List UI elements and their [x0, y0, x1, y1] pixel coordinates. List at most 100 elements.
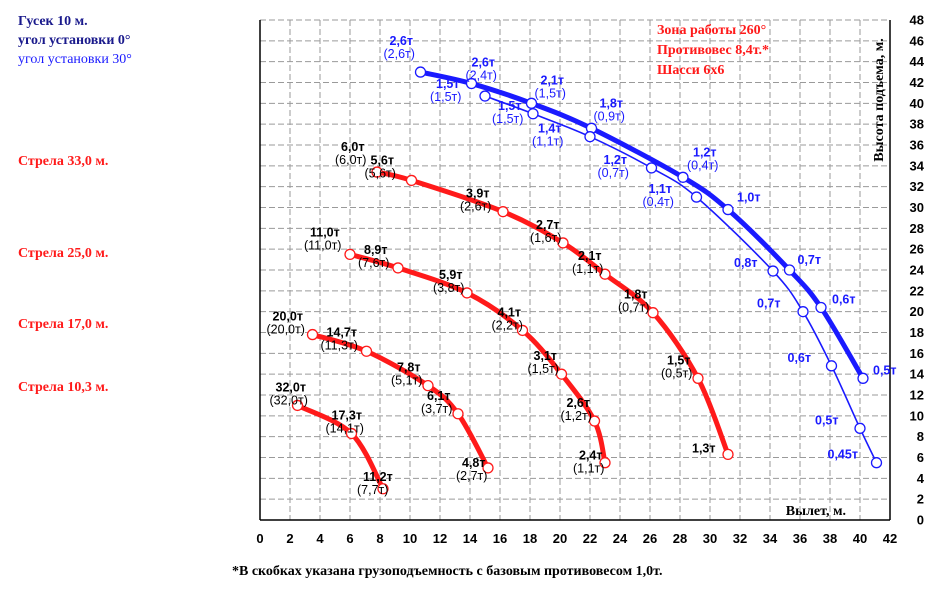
data-label: 1,1т	[649, 182, 673, 196]
data-point	[405, 174, 418, 187]
data-point	[588, 415, 601, 427]
y-tick-label: 46	[910, 33, 924, 48]
x-tick-label: 28	[673, 531, 687, 546]
data-point	[482, 462, 494, 474]
legend-counterweight: Противовес 8,4т.*	[657, 43, 770, 58]
data-label: 2,1т	[541, 73, 565, 87]
data-point	[479, 90, 491, 102]
x-tick-label: 36	[793, 531, 807, 546]
data-label: 6,1т	[427, 389, 451, 403]
y-tick-label: 48	[910, 13, 924, 28]
data-label-alt: (5,6т)	[365, 166, 396, 180]
x-tick-label: 26	[643, 531, 657, 546]
legend-chassis: Шасси 6х6	[657, 63, 725, 78]
footnote: *В скобках указана грузоподъемность с ба…	[232, 564, 663, 579]
data-point	[692, 372, 704, 384]
x-tick-label: 34	[763, 531, 778, 546]
y-tick-label: 2	[917, 492, 924, 507]
data-label-alt: (20,0т)	[267, 323, 305, 337]
y-tick-label: 44	[910, 54, 925, 69]
data-point	[870, 457, 883, 469]
series-3: 11,0т(11,0т) 8,9т(7,6т) 5,9т(3,8т) 4,1т(2,2…	[304, 225, 611, 476]
data-label-alt: (5,1т)	[391, 374, 422, 388]
y-tick-label: 32	[910, 179, 924, 194]
data-label-alt: (1,2т)	[561, 409, 592, 423]
y-tick-label: 20	[910, 304, 924, 319]
legend-boom-10: Стрела 10,3 м.	[18, 380, 109, 395]
data-point	[690, 191, 703, 203]
x-tick-label: 32	[733, 531, 747, 546]
series-1: 32,0т(32,0т) 17,3т(14,1т) 11,2т(7,7т)	[270, 380, 393, 496]
data-point	[722, 448, 734, 461]
data-label-alt: (1,5т)	[535, 86, 566, 100]
data-label: 2,1т	[578, 249, 602, 263]
data-label: 14,7т	[327, 325, 357, 339]
data-label-alt: (1,5т)	[528, 362, 559, 376]
data-point	[306, 328, 319, 341]
y-axis-title: Высота подъема, м.	[872, 38, 887, 161]
data-point	[599, 268, 611, 280]
data-point	[497, 206, 509, 218]
data-label: 0,7т	[757, 297, 781, 311]
data-label-alt: (0,4т)	[643, 195, 674, 209]
data-label-alt: (32,0т)	[270, 393, 308, 407]
x-tick-label: 30	[703, 531, 717, 546]
data-label: 1,0т	[737, 191, 761, 205]
data-label-alt: (2,6т)	[460, 200, 491, 214]
data-label: 4,1т	[498, 305, 522, 319]
data-label-alt: (1,5т)	[430, 90, 461, 104]
data-point	[414, 66, 427, 78]
y-tick-label: 42	[910, 75, 924, 90]
data-label-alt: (1,1т)	[532, 135, 563, 149]
data-label: 0,45т	[828, 448, 858, 462]
legend-jib-angle-30: угол установки 30°	[18, 52, 132, 67]
data-label: 2,6т	[472, 56, 496, 70]
x-tick-label: 20	[553, 531, 567, 546]
data-label: 1,5т	[667, 353, 691, 367]
x-tick-label: 38	[823, 531, 837, 546]
data-point	[599, 457, 611, 469]
data-label-alt: (2,6т)	[384, 47, 415, 61]
data-point	[722, 203, 734, 216]
legend-jib-angle-0: угол установки 0°	[18, 33, 131, 48]
series-4: 6,0т(6,0т) 5,6т(5,6т) 3,9т(2,6т) 2,7т(1,6т)…	[335, 140, 734, 461]
legend-boom-25: Стрела 25,0 м.	[18, 246, 109, 261]
data-label-alt: (0,5т)	[661, 366, 692, 380]
x-tick-label: 8	[376, 531, 383, 546]
data-point	[392, 262, 404, 274]
x-tick-label: 4	[316, 531, 324, 546]
data-label-alt: (1,1т)	[573, 462, 604, 476]
data-label: 2,7т	[536, 218, 560, 232]
data-label: 11,0т	[310, 225, 340, 239]
data-point	[815, 301, 827, 314]
data-label: 0,6т	[788, 351, 812, 365]
data-label: 6,0т	[341, 140, 365, 154]
series-line	[484, 95, 878, 464]
data-label: 32,0т	[276, 380, 306, 394]
y-tick-label: 14	[910, 367, 925, 382]
data-label: 3,9т	[466, 187, 490, 201]
data-label: 2,6т	[390, 34, 414, 48]
data-label: 1,2т	[693, 145, 717, 159]
data-point	[345, 427, 358, 440]
series-line	[347, 251, 608, 466]
data-point	[465, 77, 478, 90]
data-label-alt: (2,7т)	[456, 469, 487, 483]
y-tick-label: 8	[917, 429, 924, 444]
data-label-alt: (7,7т)	[357, 483, 388, 497]
x-tick-label: 14	[463, 531, 478, 546]
data-label: 20,0т	[273, 310, 303, 324]
data-label: 8,9т	[364, 243, 388, 257]
data-point	[527, 108, 539, 120]
data-label-alt: (1,1т)	[572, 262, 603, 276]
series-5: 2,6т(2,6т)2,6т(2,4т) 2,1т(1,5т)1,8т(0,9т)…	[384, 34, 897, 384]
legend-work-zone: Зона работы 260°	[657, 23, 767, 38]
y-tick-label: 34	[910, 158, 925, 173]
data-label: 0,8т	[734, 256, 758, 270]
data-label: 7,8т	[397, 361, 421, 375]
data-label-alt: (11,0т)	[304, 238, 341, 252]
series-line	[310, 332, 491, 471]
data-label: 2,6т	[567, 396, 591, 410]
y-tick-label: 18	[910, 325, 924, 340]
